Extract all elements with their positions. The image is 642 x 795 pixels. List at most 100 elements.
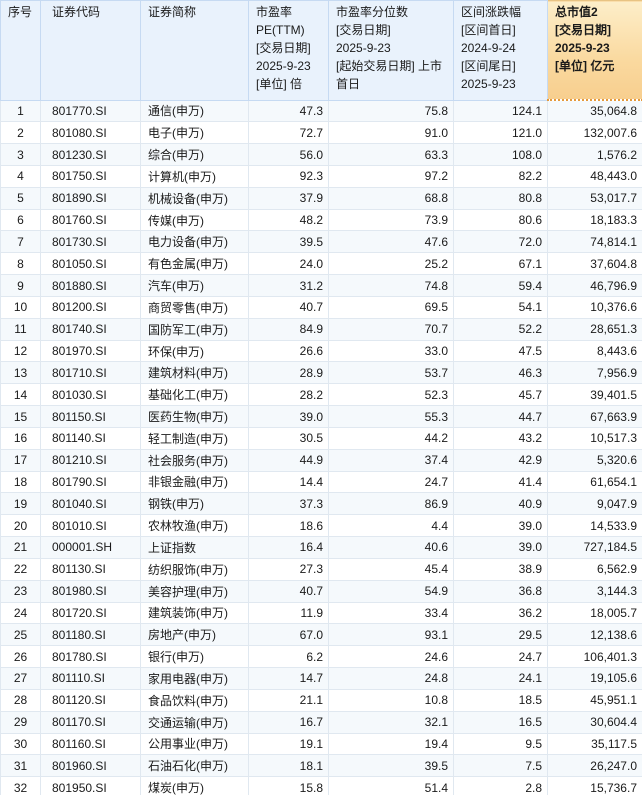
cell-range-change[interactable]: 47.5 xyxy=(453,339,548,363)
cell-market-cap[interactable]: 8,443.6 xyxy=(547,339,642,363)
cell-pe[interactable]: 16.4 xyxy=(248,536,329,559)
cell-code[interactable]: 801170.SI xyxy=(40,710,141,734)
cell-pe-percentile[interactable]: 24.7 xyxy=(328,470,454,494)
column-header-index[interactable]: 序号 xyxy=(0,0,41,101)
cell-name[interactable]: 非银金融(申万) xyxy=(140,470,249,494)
cell-code[interactable]: 801790.SI xyxy=(40,470,141,494)
cell-pe-percentile[interactable]: 73.9 xyxy=(328,208,454,232)
cell-market-cap[interactable]: 5,320.6 xyxy=(547,448,642,472)
cell-range-change[interactable]: 108.0 xyxy=(453,143,548,166)
cell-pe[interactable]: 56.0 xyxy=(248,143,329,166)
cell-pe[interactable]: 92.3 xyxy=(248,164,329,188)
cell-index[interactable]: 23 xyxy=(0,579,41,603)
cell-pe[interactable]: 40.7 xyxy=(248,579,329,603)
cell-index[interactable]: 18 xyxy=(0,470,41,494)
cell-pe-percentile[interactable]: 24.8 xyxy=(328,667,454,690)
cell-index[interactable]: 3 xyxy=(0,143,41,166)
cell-code[interactable]: 801200.SI xyxy=(40,295,141,319)
cell-range-change[interactable]: 36.2 xyxy=(453,601,548,625)
cell-pe[interactable]: 16.7 xyxy=(248,710,329,734)
cell-market-cap[interactable]: 48,443.0 xyxy=(547,164,642,188)
cell-pe-percentile[interactable]: 54.9 xyxy=(328,579,454,603)
cell-market-cap[interactable]: 46,796.9 xyxy=(547,274,642,297)
cell-name[interactable]: 国防军工(申万) xyxy=(140,317,249,341)
cell-index[interactable]: 4 xyxy=(0,164,41,188)
cell-code[interactable]: 801770.SI xyxy=(40,99,141,123)
cell-pe[interactable]: 27.3 xyxy=(248,557,329,581)
cell-code[interactable]: 801150.SI xyxy=(40,405,141,428)
cell-code[interactable]: 801760.SI xyxy=(40,208,141,232)
cell-market-cap[interactable]: 35,117.5 xyxy=(547,732,642,756)
cell-market-cap[interactable]: 19,105.6 xyxy=(547,667,642,690)
column-header-pe[interactable]: 市盈率 PE(TTM) [交易日期] 2025-9-23 [单位] 倍 xyxy=(248,0,329,101)
cell-name[interactable]: 轻工制造(申万) xyxy=(140,426,249,450)
cell-pe-percentile[interactable]: 32.1 xyxy=(328,710,454,734)
cell-market-cap[interactable]: 39,401.5 xyxy=(547,383,642,407)
cell-name[interactable]: 交通运输(申万) xyxy=(140,710,249,734)
cell-range-change[interactable]: 16.5 xyxy=(453,710,548,734)
cell-market-cap[interactable]: 10,376.6 xyxy=(547,295,642,319)
cell-name[interactable]: 上证指数 xyxy=(140,536,249,559)
column-header-market-cap[interactable]: 总市值2 [交易日期] 2025-9-23 [单位] 亿元 xyxy=(547,0,642,101)
cell-code[interactable]: 801780.SI xyxy=(40,645,141,669)
cell-market-cap[interactable]: 18,183.3 xyxy=(547,208,642,232)
cell-range-change[interactable]: 72.0 xyxy=(453,230,548,254)
cell-pe-percentile[interactable]: 97.2 xyxy=(328,164,454,188)
cell-index[interactable]: 28 xyxy=(0,688,41,712)
cell-pe-percentile[interactable]: 33.0 xyxy=(328,339,454,363)
cell-index[interactable]: 1 xyxy=(0,99,41,123)
cell-name[interactable]: 农林牧渔(申万) xyxy=(140,514,249,538)
cell-pe-percentile[interactable]: 33.4 xyxy=(328,601,454,625)
cell-market-cap[interactable]: 53,017.7 xyxy=(547,186,642,210)
cell-name[interactable]: 机械设备(申万) xyxy=(140,186,249,210)
cell-pe[interactable]: 24.0 xyxy=(248,252,329,276)
cell-pe[interactable]: 39.0 xyxy=(248,405,329,428)
cell-index[interactable]: 27 xyxy=(0,667,41,690)
cell-code[interactable]: 801960.SI xyxy=(40,754,141,778)
cell-range-change[interactable]: 124.1 xyxy=(453,99,548,123)
cell-index[interactable]: 5 xyxy=(0,186,41,210)
cell-name[interactable]: 煤炭(申万) xyxy=(140,776,249,795)
cell-code[interactable]: 801120.SI xyxy=(40,688,141,712)
cell-market-cap[interactable]: 727,184.5 xyxy=(547,536,642,559)
cell-pe-percentile[interactable]: 69.5 xyxy=(328,295,454,319)
cell-pe-percentile[interactable]: 45.4 xyxy=(328,557,454,581)
cell-code[interactable]: 801710.SI xyxy=(40,361,141,385)
cell-market-cap[interactable]: 15,736.7 xyxy=(547,776,642,795)
cell-pe-percentile[interactable]: 4.4 xyxy=(328,514,454,538)
cell-range-change[interactable]: 82.2 xyxy=(453,164,548,188)
cell-code[interactable]: 801030.SI xyxy=(40,383,141,407)
cell-pe[interactable]: 39.5 xyxy=(248,230,329,254)
cell-pe-percentile[interactable]: 52.3 xyxy=(328,383,454,407)
cell-code[interactable]: 801230.SI xyxy=(40,143,141,166)
cell-pe-percentile[interactable]: 51.4 xyxy=(328,776,454,795)
cell-index[interactable]: 22 xyxy=(0,557,41,581)
cell-market-cap[interactable]: 6,562.9 xyxy=(547,557,642,581)
cell-pe-percentile[interactable]: 53.7 xyxy=(328,361,454,385)
cell-market-cap[interactable]: 14,533.9 xyxy=(547,514,642,538)
cell-range-change[interactable]: 46.3 xyxy=(453,361,548,385)
cell-code[interactable]: 801970.SI xyxy=(40,339,141,363)
cell-index[interactable]: 9 xyxy=(0,274,41,297)
cell-pe[interactable]: 14.4 xyxy=(248,470,329,494)
cell-index[interactable]: 21 xyxy=(0,536,41,559)
cell-pe-percentile[interactable]: 40.6 xyxy=(328,536,454,559)
cell-name[interactable]: 基础化工(申万) xyxy=(140,383,249,407)
cell-index[interactable]: 6 xyxy=(0,208,41,232)
cell-code[interactable]: 801210.SI xyxy=(40,448,141,472)
cell-index[interactable]: 2 xyxy=(0,121,41,145)
cell-pe-percentile[interactable]: 19.4 xyxy=(328,732,454,756)
cell-name[interactable]: 通信(申万) xyxy=(140,99,249,123)
cell-index[interactable]: 31 xyxy=(0,754,41,778)
cell-range-change[interactable]: 24.7 xyxy=(453,645,548,669)
cell-name[interactable]: 石油石化(申万) xyxy=(140,754,249,778)
cell-code[interactable]: 801880.SI xyxy=(40,274,141,297)
cell-market-cap[interactable]: 1,576.2 xyxy=(547,143,642,166)
cell-pe[interactable]: 15.8 xyxy=(248,776,329,795)
cell-market-cap[interactable]: 18,005.7 xyxy=(547,601,642,625)
cell-name[interactable]: 纺织服饰(申万) xyxy=(140,557,249,581)
cell-pe[interactable]: 14.7 xyxy=(248,667,329,690)
column-header-pe-percentile[interactable]: 市盈率分位数 [交易日期] 2025-9-23 [起始交易日期] 上市 首日 xyxy=(328,0,454,101)
cell-range-change[interactable]: 7.5 xyxy=(453,754,548,778)
cell-pe-percentile[interactable]: 74.8 xyxy=(328,274,454,297)
